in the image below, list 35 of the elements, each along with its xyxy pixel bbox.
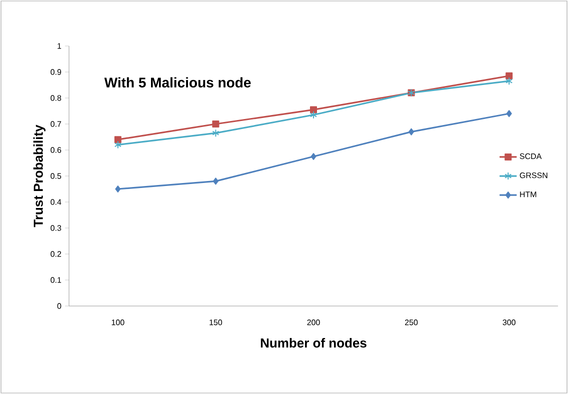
y-tick-label: 0.9 xyxy=(50,69,62,75)
x-tick-label: 300 xyxy=(502,320,516,326)
legend-label: GRSSN xyxy=(520,172,548,178)
y-axis-title: Trust Probability xyxy=(33,124,46,228)
legend-label: HTM xyxy=(520,192,536,198)
y-tick-label: 0.8 xyxy=(50,95,62,101)
y-tick-label: 0.6 xyxy=(50,147,62,153)
y-tick-label: 0.3 xyxy=(50,225,62,231)
y-tick-label: 0.2 xyxy=(50,251,62,257)
point xyxy=(310,106,317,114)
point xyxy=(212,129,220,138)
y-tick-label: 0.7 xyxy=(50,121,62,127)
y-tick-label: 0 xyxy=(57,303,62,309)
x-axis-title: Number of nodes xyxy=(260,338,366,348)
point xyxy=(212,120,220,128)
y-tick-label: 0.1 xyxy=(50,277,62,283)
x-tick-label: 100 xyxy=(112,320,124,326)
point xyxy=(506,110,512,118)
y-tick-label: 0.5 xyxy=(50,173,62,179)
point xyxy=(114,136,122,144)
legend-label: SCDA xyxy=(520,153,542,160)
x-tick-label: 200 xyxy=(307,320,320,326)
point xyxy=(408,128,414,136)
point xyxy=(212,178,218,185)
x-tick-label: 250 xyxy=(405,320,418,326)
x-tick-label: 150 xyxy=(210,320,222,326)
y-tick-label: 0.4 xyxy=(50,199,62,205)
point xyxy=(506,77,513,86)
point xyxy=(115,186,121,192)
point xyxy=(114,140,122,149)
point xyxy=(310,110,318,119)
point xyxy=(310,153,316,160)
text: With 5 Malicious node xyxy=(104,77,251,88)
point xyxy=(506,72,513,80)
y-tick-label: 1 xyxy=(58,43,62,49)
